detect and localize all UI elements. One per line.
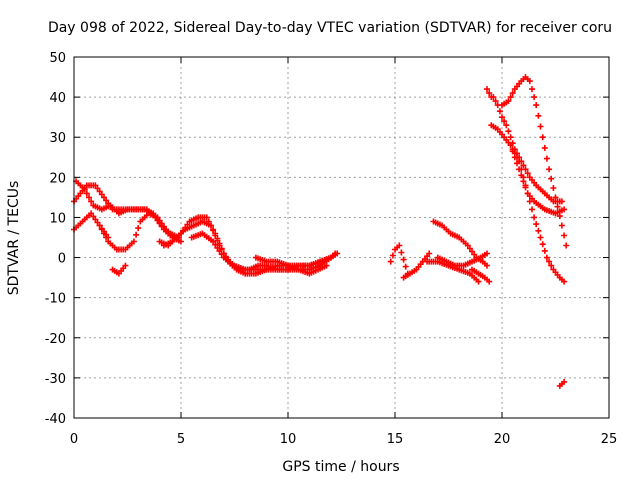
plot-frame	[73, 56, 610, 419]
marker-path-track-e	[109, 262, 129, 277]
marker-path-track-b	[71, 210, 112, 241]
marker-path-track-d	[96, 210, 178, 253]
series-track-p	[484, 86, 495, 101]
x-tick-label: 15	[387, 432, 404, 447]
series-track-t	[509, 146, 568, 285]
y-tick-label: 40	[49, 91, 66, 106]
x-tick-label: 0	[70, 432, 78, 447]
y-tick-label: 10	[49, 211, 66, 226]
y-tick-label: 0	[58, 252, 66, 267]
y-tick-label: -20	[45, 332, 66, 347]
series-track-d	[96, 210, 178, 253]
marker-path-track-o	[469, 266, 493, 285]
y-tick-labels: -40 -30 -20 -10 0 10 20 30 40 50	[45, 51, 66, 427]
x-axis-title: GPS time / hours	[282, 459, 399, 475]
series-track-b	[71, 210, 112, 241]
marker-path-track-a	[71, 182, 184, 245]
grid	[74, 57, 609, 418]
series-track-e	[109, 262, 129, 277]
marker-path-track-s	[499, 74, 570, 249]
x-tick-labels: 0 5 10 15 20 25	[70, 432, 617, 447]
chart-title: Day 098 of 2022, Sidereal Day-to-day VTE…	[48, 20, 612, 36]
marker-path-track-u	[556, 378, 568, 389]
marker-path-track-p	[484, 86, 495, 101]
series-track-n	[434, 250, 490, 269]
marker-path-track-k	[400, 250, 433, 281]
series-track-k	[400, 250, 433, 281]
series-track-o	[469, 266, 493, 285]
series-track-u	[556, 378, 568, 389]
y-tick-label: 30	[49, 131, 66, 146]
marker-path-track-t	[509, 146, 568, 285]
y-tick-label: -10	[45, 292, 66, 307]
x-tick-label: 25	[601, 432, 618, 447]
y-tick-label: -40	[45, 412, 66, 427]
series-track-a	[71, 182, 184, 245]
marker-path-track-n	[434, 250, 490, 269]
data-marks	[71, 74, 570, 389]
series-track-s	[499, 74, 570, 249]
x-tick-label: 5	[177, 432, 185, 447]
axis-ticks	[73, 56, 610, 419]
y-tick-label: -30	[45, 372, 66, 387]
y-tick-label: 50	[49, 51, 66, 66]
series-track-j	[387, 242, 411, 277]
marker-path-track-i	[252, 250, 341, 269]
series-track-i	[252, 250, 341, 269]
y-axis-title: SDTVAR / TECUs	[6, 181, 22, 296]
y-tick-label: 20	[49, 171, 66, 186]
marker-path-track-j	[387, 242, 411, 277]
x-tick-label: 20	[494, 432, 511, 447]
x-tick-label: 10	[280, 432, 297, 447]
